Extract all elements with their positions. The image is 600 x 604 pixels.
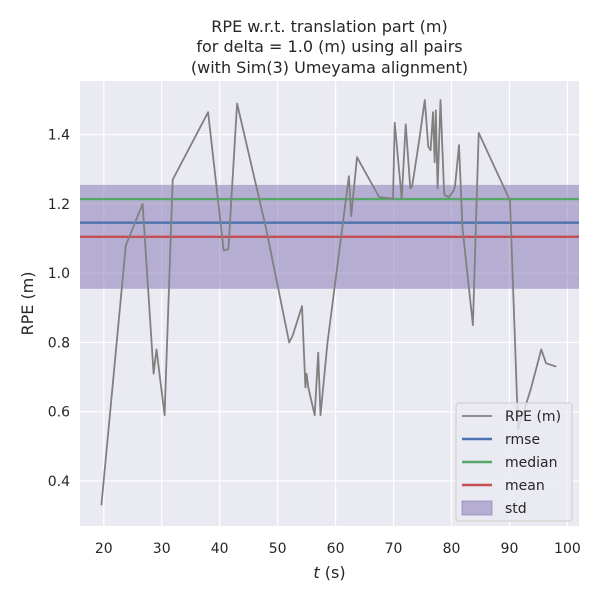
x-axis-label: t (s) xyxy=(313,563,345,582)
title-line-1: RPE w.r.t. translation part (m) xyxy=(211,17,447,36)
title-line-2: for delta = 1.0 (m) using all pairs xyxy=(196,37,462,56)
x-axis-ticks: 20 30 40 50 60 70 80 90 100 xyxy=(95,541,581,557)
legend-swatch xyxy=(461,500,493,516)
x-tick-label: 90 xyxy=(501,541,519,557)
x-tick-label: 70 xyxy=(385,541,403,557)
y-tick-label: 0.4 xyxy=(48,474,70,490)
stat-lines xyxy=(80,197,579,239)
x-tick-label: 40 xyxy=(211,541,229,557)
legend-label: std xyxy=(505,501,527,517)
x-axis-label-unit: (s) xyxy=(320,563,346,582)
legend-label: median xyxy=(505,455,557,471)
y-tick-label: 1.0 xyxy=(48,266,70,282)
x-tick-label: 80 xyxy=(443,541,461,557)
legend-label: rmse xyxy=(505,432,540,448)
rpe-series xyxy=(100,99,557,506)
y-axis-ticks: 0.4 0.6 0.8 1.0 1.2 1.4 xyxy=(48,128,70,490)
legend-label: RPE (m) xyxy=(505,409,561,425)
x-tick-label: 50 xyxy=(269,541,287,557)
legend-label: mean xyxy=(505,478,545,494)
legend: RPE (m) rmse median mean std xyxy=(455,402,573,522)
y-tick-label: 1.2 xyxy=(48,197,70,213)
x-tick-label: 60 xyxy=(327,541,345,557)
rpe-line xyxy=(100,99,557,506)
title-line-3: (with Sim(3) Umeyama alignment) xyxy=(191,58,468,77)
y-tick-label: 1.4 xyxy=(48,128,70,144)
legend-box xyxy=(455,402,573,522)
y-axis-label: RPE (m) xyxy=(18,271,37,335)
x-tick-label: 30 xyxy=(153,541,171,557)
y-tick-label: 0.6 xyxy=(48,405,70,421)
x-tick-label: 20 xyxy=(95,541,113,557)
x-tick-label: 100 xyxy=(554,541,581,557)
chart-title: RPE w.r.t. translation part (m) for delt… xyxy=(191,17,468,77)
x-axis-label-var: t xyxy=(313,563,320,582)
y-tick-label: 0.8 xyxy=(48,335,70,351)
